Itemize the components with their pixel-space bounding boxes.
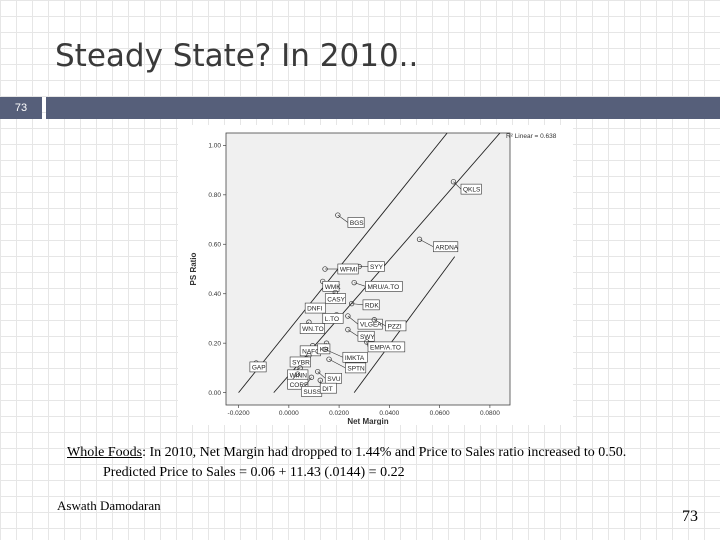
point-label-box-wfmi: [337, 263, 359, 275]
data-point-swy: [345, 326, 351, 333]
slide-number-box: 73: [0, 97, 42, 119]
point-label-emp-a-to: EMP/A.TO: [370, 344, 401, 351]
x-tick-label-0: -0.0200: [228, 410, 250, 417]
point-label-box-sybr: [289, 356, 311, 368]
point-label-syy: SYY: [370, 264, 384, 271]
r-squared-annotation: R² Linear = 0.638: [506, 133, 557, 140]
point-label-box-rdk: [362, 299, 380, 311]
point-label-nafc: NAFC: [302, 348, 320, 355]
point-label-box-syy: [367, 261, 385, 272]
point-label-box-emp-a-to: [367, 341, 406, 353]
point-label-l-to: L.TO: [325, 316, 339, 323]
point-label-box-core: [287, 378, 309, 390]
point-leader-sptn: [328, 358, 346, 369]
x-tick-label-1: 0.0000: [279, 410, 299, 417]
page-number: 73: [682, 508, 698, 525]
y-tick-label-5: 1.00: [208, 143, 221, 150]
data-point-ardna: [416, 236, 423, 242]
point-label-box-l-to: [322, 313, 344, 324]
slide-title: Steady State? In 2010..: [55, 38, 419, 74]
data-point-wfmi: [322, 266, 328, 272]
point-label-wmk: WMK: [325, 284, 342, 291]
y-tick-label-3: 0.60: [208, 241, 221, 248]
point-label-swy: SWY: [360, 334, 375, 341]
x-tick-label-5: 0.0800: [480, 410, 500, 417]
point-label-pzzi: PZZI: [388, 323, 402, 330]
point-label-box-dnfi: [304, 302, 326, 314]
point-label-box-wmk: [322, 281, 340, 292]
caption-line-1: Whole Foods: In 2010, Net Margin had dro…: [67, 443, 626, 463]
point-label-bgs: BGS: [350, 220, 364, 227]
point-leader-qkls: [453, 181, 462, 190]
point-label-imkta: IMKTA: [345, 355, 365, 362]
x-tick-label-4: 0.0600: [430, 410, 450, 417]
author: Aswath Damodaran: [57, 498, 161, 513]
data-point-qkls: [450, 179, 457, 185]
point-label-sptn: SPTN: [347, 366, 365, 373]
data-point-sptn: [326, 356, 332, 362]
point-label-box-swy: [357, 330, 375, 342]
caption-line-1-text: : In 2010, Net Margin had dropped to 1.4…: [142, 445, 627, 460]
y-tick-label-4: 0.80: [208, 192, 221, 199]
point-leader-swy: [347, 329, 359, 337]
point-label-rdk: RDK: [365, 302, 379, 309]
point-label-box-sptn: [345, 362, 367, 374]
point-label-box-bgs: [347, 217, 365, 228]
point-label-box-imkta: [342, 351, 368, 363]
point-leader-imkta: [325, 349, 343, 358]
point-label-kr: KR: [320, 346, 329, 353]
point-leader-svu: [317, 371, 326, 379]
point-label-dnfi: DNFI: [307, 306, 322, 313]
x-tick-label-3: 0.0400: [379, 410, 399, 417]
point-label-vlgea: VLGEA: [360, 322, 382, 329]
caption-line-2: Predicted Price to Sales = 0.06 + 11.43 …: [103, 465, 405, 480]
point-label-dit: DIT: [322, 386, 333, 393]
point-label-box-kr: [317, 343, 331, 355]
fit-line-1: [238, 133, 448, 393]
point-label-gap: GAP: [252, 365, 266, 372]
point-label-wfmi: WFMI: [340, 267, 358, 274]
data-point-dit: [317, 377, 323, 383]
y-tick-label-0: 0.00: [208, 390, 221, 397]
data-point-core: [294, 371, 301, 377]
point-label-box-gap: [249, 361, 267, 373]
data-point-imkta: [322, 346, 328, 353]
point-label-box-ardna: [433, 241, 459, 253]
y-axis-label: PS Ratio: [189, 252, 198, 285]
header-bar: [46, 97, 720, 119]
point-label-box-pzzi: [385, 320, 407, 332]
point-label-ardna: ARDNA: [435, 244, 458, 251]
point-label-box-qkls: [460, 183, 482, 195]
point-leader-rdk: [351, 303, 364, 306]
scatter-chart: QKLS BGS ARDNA SYY WFMI WMK MRU/A.TO CASY DNFI RD…: [178, 125, 573, 425]
point-label-mru-a-to: MRU/A.TO: [367, 284, 399, 291]
point-label-qkls: QKLS: [463, 187, 481, 194]
point-label-casy: CASY: [327, 296, 345, 303]
point-leader-mru-a-to: [354, 282, 366, 287]
data-point-svu: [315, 368, 321, 375]
point-label-box-mru-a-to: [365, 281, 403, 292]
caption-company: Whole Foods: [67, 445, 143, 460]
x-tick-label-2: 0.0200: [329, 410, 349, 417]
caption: Whole Foods: In 2010, Net Margin had dro…: [67, 443, 626, 483]
point-label-box-dit: [319, 382, 337, 394]
point-label-box-wn-to: [299, 323, 325, 334]
data-point-bgs: [335, 212, 341, 218]
data-point-pzzi: [371, 317, 377, 323]
point-label-suss: SUSS: [303, 389, 321, 396]
x-axis-label: Net Margin: [347, 417, 388, 425]
data-point-suss: [308, 374, 315, 380]
data-point-vlgea: [345, 313, 351, 319]
point-label-winn: WINN: [290, 372, 308, 379]
point-label-wn-to: WN.TO: [302, 326, 324, 333]
y-tick-label-2: 0.40: [208, 291, 221, 298]
data-point-mru-a-to: [351, 279, 357, 286]
data-point-rdk: [349, 300, 355, 307]
point-label-box-casy: [324, 293, 346, 304]
point-label-core: CORE: [290, 382, 309, 389]
y-tick-label-1: 0.20: [208, 340, 221, 347]
point-label-svu: SVU: [327, 376, 341, 383]
point-label-sybr: SYBR: [292, 360, 310, 367]
